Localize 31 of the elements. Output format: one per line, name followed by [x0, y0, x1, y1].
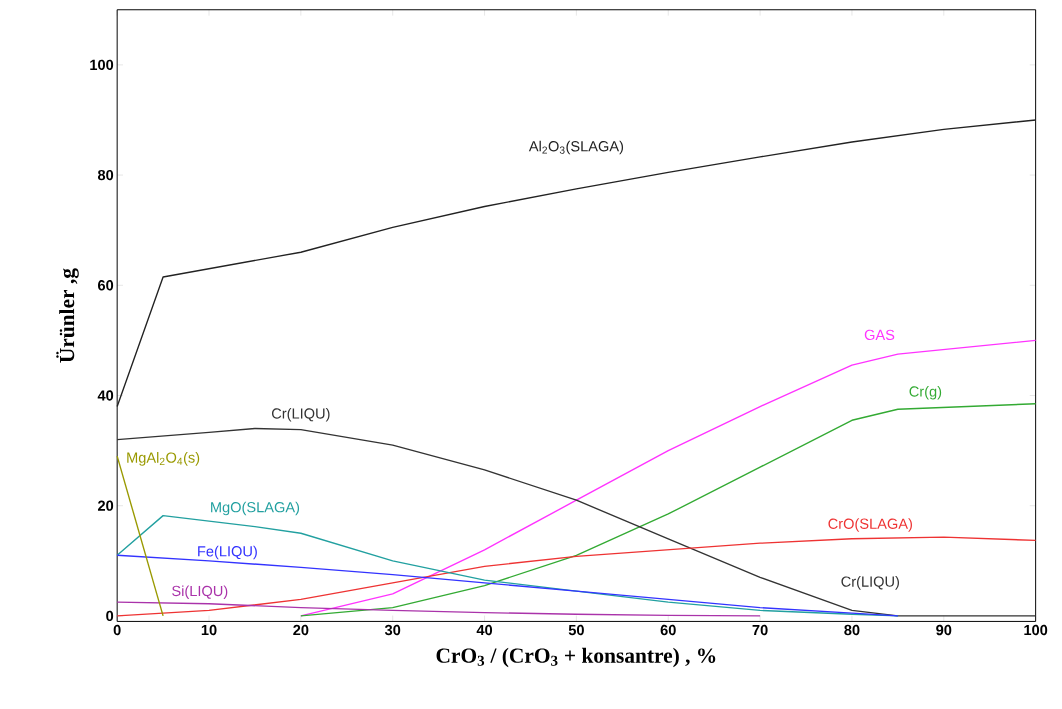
- line-series: [116, 601, 761, 617]
- y-tick-label: 80: [97, 169, 114, 181]
- line-series: [116, 119, 1037, 408]
- series-label: MgO(SLAGA): [211, 501, 300, 516]
- series-label: MgAl$_{2}$O$_{4}$(s): [127, 451, 200, 466]
- y-tick-label: 40: [97, 390, 114, 401]
- series-label: Al$_{2}$O$_{3}$(SLAGA): [528, 140, 624, 155]
- series-label: Cr(LIQU): [272, 407, 330, 422]
- x-tick-label: 20: [293, 624, 309, 636]
- y-tick-label: 100: [90, 59, 114, 70]
- x-tick-label: 100: [1024, 624, 1048, 636]
- y-axis-title: Ürünler ,g: [56, 268, 79, 363]
- y-tick-label: 60: [98, 279, 114, 291]
- x-tick-label: 70: [752, 624, 768, 636]
- series-label: GAS: [864, 329, 895, 340]
- series-label: Si(LIQU): [172, 585, 228, 599]
- series-label: Cr(g): [909, 385, 942, 400]
- x-tick-label: 30: [384, 624, 401, 636]
- series-label: Fe(LIQU): [198, 545, 257, 560]
- y-tick-label: 20: [97, 500, 114, 511]
- y-tick-label: 0: [106, 610, 114, 621]
- series-label: CrO(SLAGA): [828, 518, 912, 532]
- line-series: [116, 427, 1037, 617]
- x-tick-label: 90: [936, 624, 952, 636]
- x-tick-label: 80: [844, 624, 860, 636]
- x-tick-label: 40: [476, 624, 493, 636]
- x-tick-label: 10: [201, 624, 217, 636]
- annotation: Cr(LIQU): [841, 575, 899, 590]
- x-tick-label: 50: [568, 624, 584, 636]
- x-tick-label: 60: [660, 624, 676, 636]
- x-axis-title: CrO$_{3}$ / (CrO$_{3}$ + konsantre) , %: [436, 647, 716, 668]
